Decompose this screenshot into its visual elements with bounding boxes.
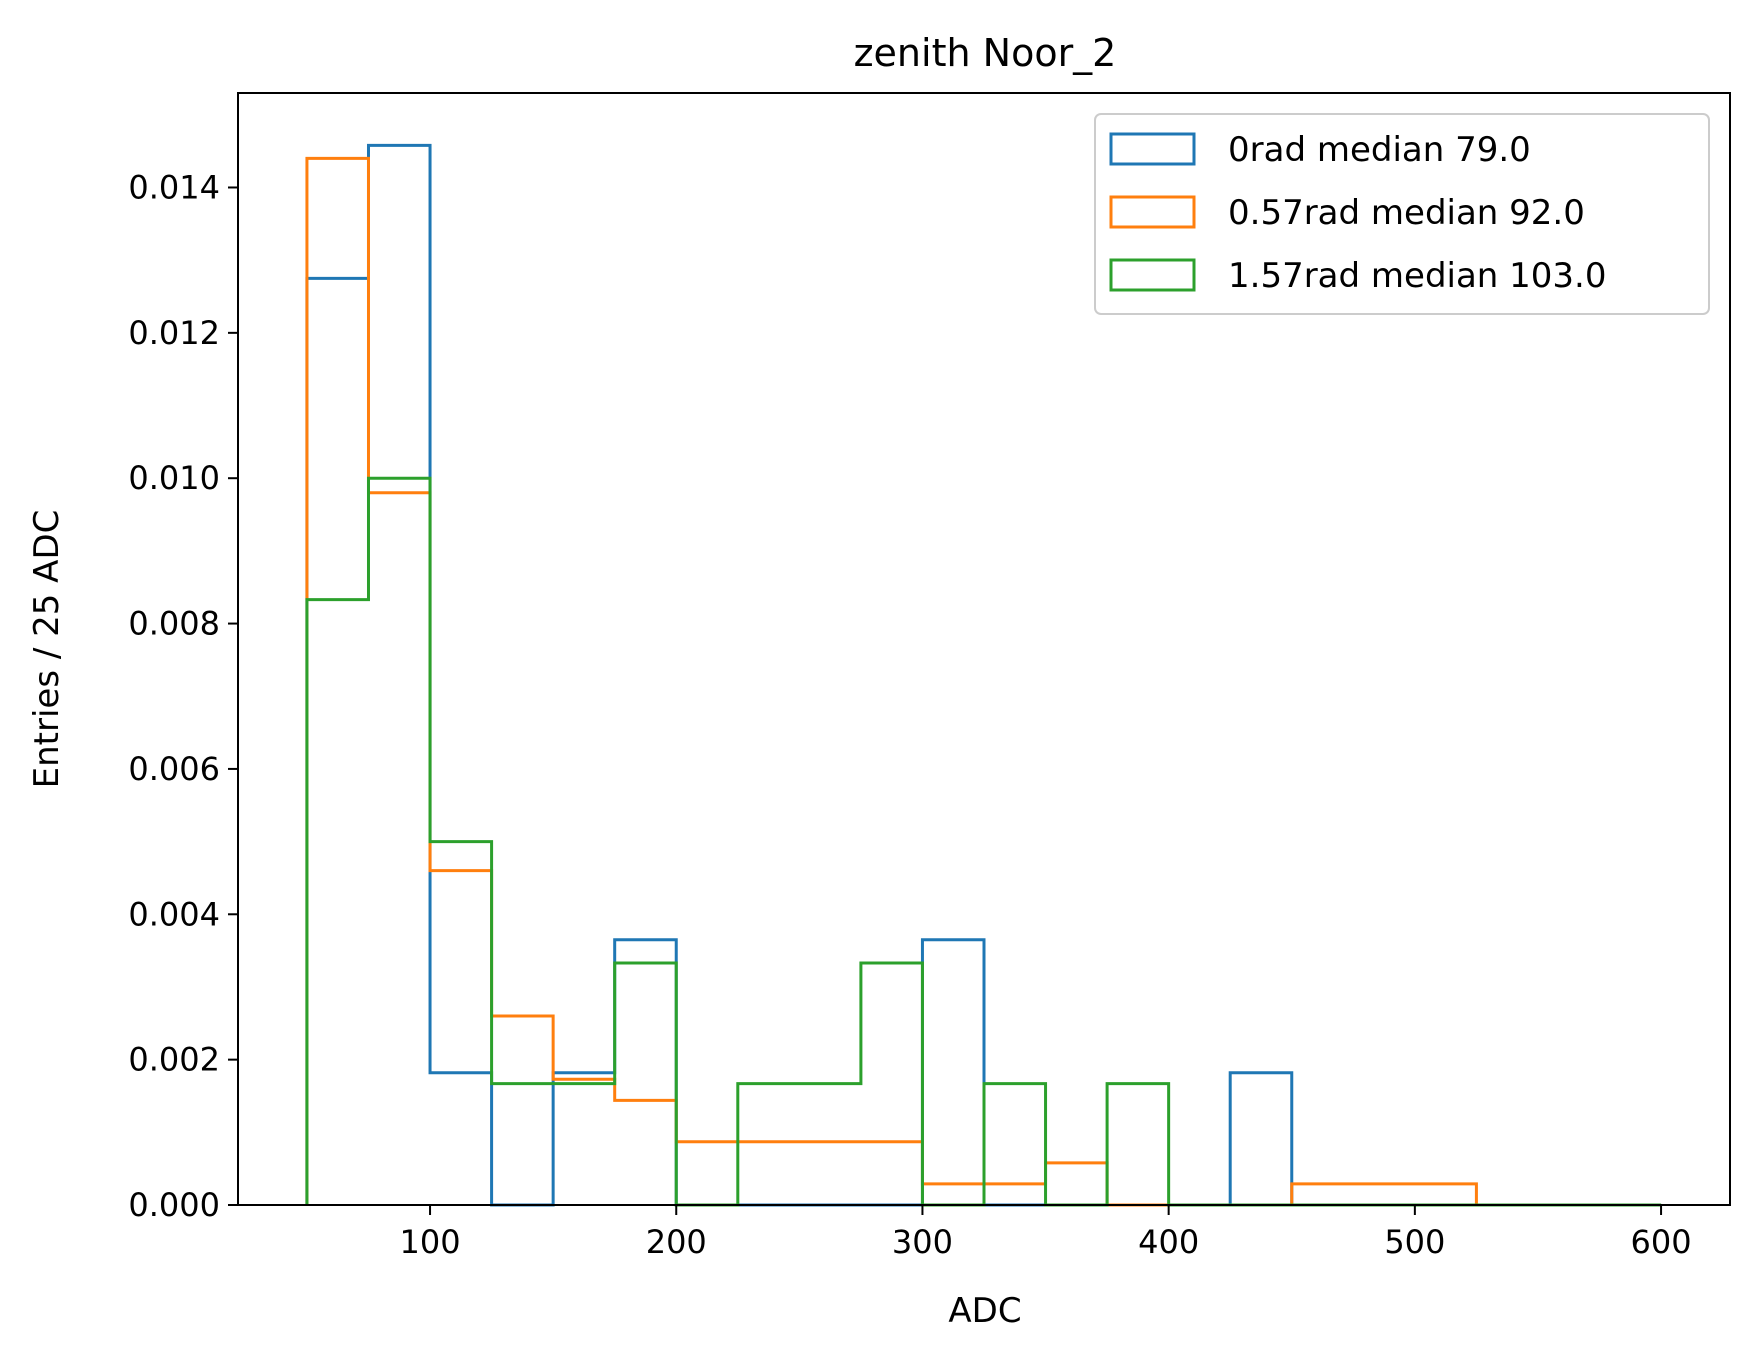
legend-label-2: 1.57rad median 103.0: [1228, 256, 1607, 296]
series-step-line-2: [305, 476, 1662, 1207]
x-tick-label: 200: [646, 1223, 707, 1261]
y-tick-label: 0.014: [128, 168, 220, 206]
legend-label-1: 0.57rad median 92.0: [1228, 193, 1585, 233]
x-tick-label: 300: [892, 1223, 953, 1261]
y-axis: 0.000 0.002 0.004 0.006 0.008 0.010 0.012 0.014: [128, 168, 238, 1224]
y-tick-label: 0.002: [128, 1041, 220, 1079]
x-axis-label: ADC: [948, 1291, 1021, 1331]
legend: 0rad median 79.0 0.57rad median 92.0 1.57r…: [1094, 113, 1710, 315]
x-tick-label: 100: [400, 1223, 461, 1261]
y-tick-label: 0.012: [128, 314, 220, 352]
y-tick-label: 0.004: [128, 895, 220, 933]
x-axis: 100 200 300 400 500 600: [400, 1205, 1692, 1261]
x-tick-label: 500: [1384, 1223, 1445, 1261]
y-tick-label: 0.008: [128, 605, 220, 643]
y-axis-label: Entries / 25 ADC: [27, 510, 67, 789]
legend-swatch-1: [1109, 195, 1196, 229]
legend-label-0: 0rad median 79.0: [1228, 130, 1531, 170]
chart-title: zenith Noor_2: [854, 31, 1117, 75]
legend-frame: [1094, 113, 1710, 315]
y-tick-label: 0.000: [128, 1186, 220, 1224]
legend-swatch-0: [1109, 132, 1196, 166]
x-tick-label: 600: [1631, 1223, 1692, 1261]
y-tick-label: 0.010: [128, 459, 220, 497]
legend-swatch-2: [1109, 258, 1196, 292]
plot-frame: [237, 92, 1731, 1206]
y-tick-label: 0.006: [128, 750, 220, 788]
x-tick-label: 400: [1138, 1223, 1199, 1261]
